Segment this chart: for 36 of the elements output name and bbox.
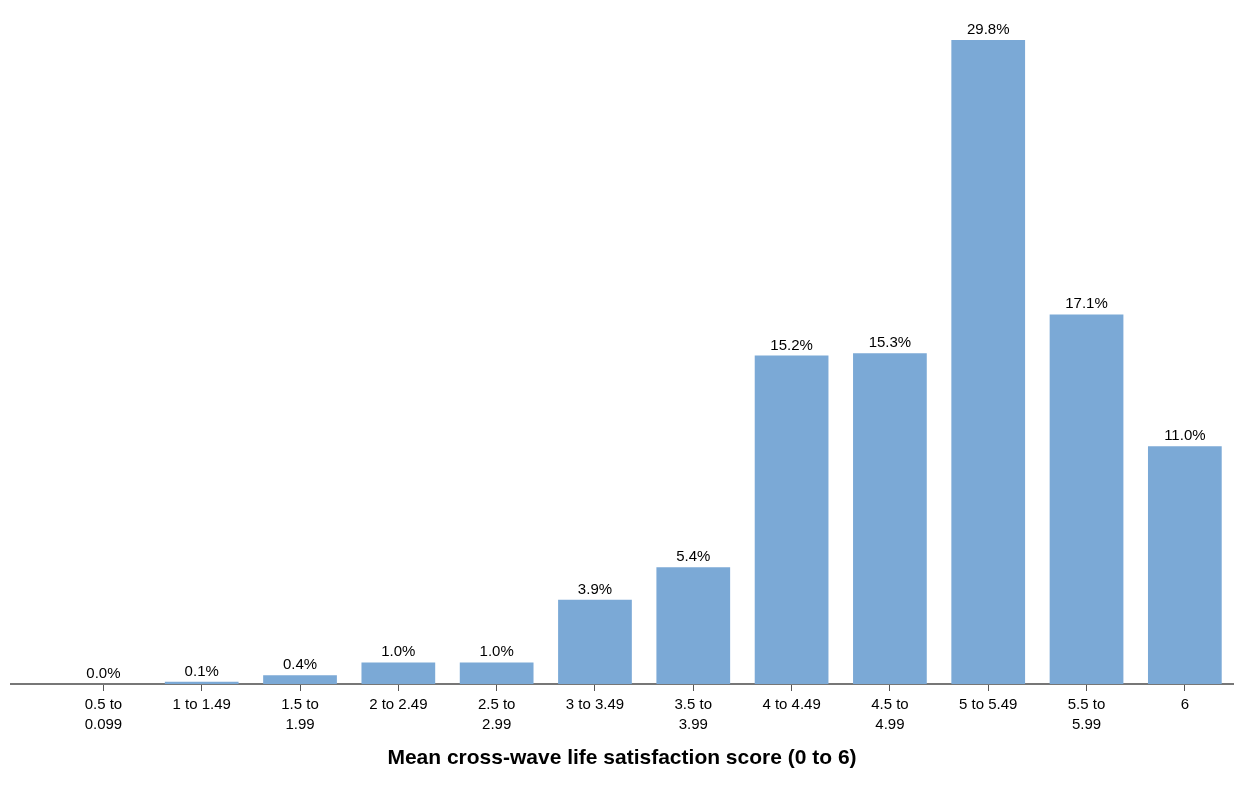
x-tick-label: 5 to 5.49 bbox=[959, 695, 1018, 712]
x-tick-label: 4.5 to 4.99 bbox=[871, 695, 909, 732]
bar bbox=[164, 681, 239, 684]
data-label: 5.4% bbox=[676, 547, 711, 565]
x-tick-label: 5.5 to 5.99 bbox=[1067, 695, 1106, 732]
bar bbox=[1049, 314, 1124, 684]
bar bbox=[1147, 446, 1222, 684]
data-label: 1.0% bbox=[381, 642, 416, 660]
bar bbox=[656, 567, 731, 684]
x-tick-label: 1 to 1.49 bbox=[172, 695, 231, 712]
x-tick-label: 4 to 4.49 bbox=[762, 695, 821, 712]
data-label: 0.0% bbox=[86, 664, 121, 681]
data-label: 0.1% bbox=[184, 661, 219, 679]
x-tick-label: 2 to 2.49 bbox=[369, 695, 428, 712]
x-tick-label: 3 to 3.49 bbox=[565, 695, 625, 712]
x-tick-label: 1.5 to 1.99 bbox=[281, 695, 319, 732]
data-label: 29.8% bbox=[966, 20, 1010, 37]
data-label: 15.2% bbox=[770, 335, 813, 353]
bar bbox=[853, 353, 927, 684]
data-label: 15.3% bbox=[868, 333, 912, 351]
bar bbox=[263, 675, 337, 684]
data-label: 17.1% bbox=[1065, 294, 1108, 312]
bar bbox=[361, 662, 436, 684]
data-label: 1.0% bbox=[479, 642, 514, 660]
data-label: 0.4% bbox=[282, 655, 318, 673]
x-tick-label: 3.5 to 3.99 bbox=[674, 695, 713, 732]
data-label: 3.9% bbox=[577, 579, 613, 597]
data-label: 11.0% bbox=[1164, 426, 1206, 444]
x-axis-title: Mean cross-wave life satisfaction score (0 to 6) bbox=[387, 744, 857, 768]
x-tick-label: 2.5 to 2.99 bbox=[477, 695, 516, 732]
x-tick-label: 6 bbox=[1180, 695, 1190, 712]
bar bbox=[459, 662, 534, 684]
bar bbox=[951, 40, 1026, 684]
bar bbox=[754, 355, 829, 684]
bar bbox=[558, 599, 632, 684]
x-tick-label: 0.5 to 0.099 bbox=[84, 695, 123, 732]
